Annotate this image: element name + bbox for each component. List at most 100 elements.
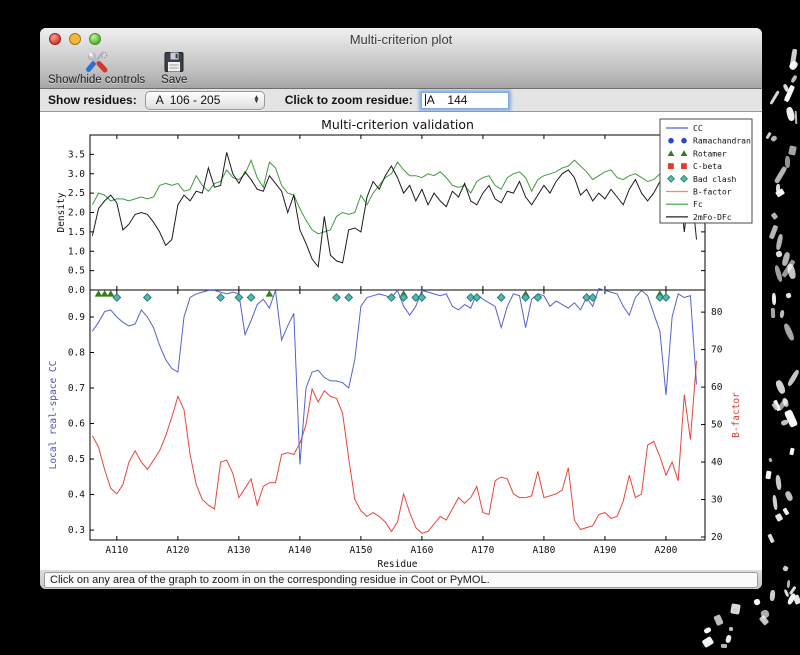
noise-speck <box>770 212 779 221</box>
status-bar: Click on any area of the graph to zoom i… <box>40 569 762 589</box>
traffic-lights <box>49 33 101 45</box>
show-hide-controls-button[interactable]: Show/hide controls <box>48 50 145 86</box>
window-header: Multi-criterion plot Show/hide controls <box>40 28 762 89</box>
controls-row: Show residues: A 106 - 205 ▲ ▼ Click to z… <box>40 89 762 112</box>
noise-speck <box>724 634 733 644</box>
bad-clash-marker <box>496 293 506 302</box>
bad-clash-marker <box>344 293 354 302</box>
bad-clash-marker <box>661 293 671 302</box>
y-tick-label: 2.5 <box>68 188 85 199</box>
x-axis-label: Residue <box>377 559 417 570</box>
window-title: Multi-criterion plot <box>349 31 453 47</box>
bad-clash-marker <box>411 293 421 302</box>
y-tick-label: 0.7 <box>68 383 85 394</box>
noise-speck <box>782 322 796 342</box>
legend-swatch-square <box>668 163 674 169</box>
noise-speck <box>774 513 784 522</box>
noise-speck <box>785 263 796 280</box>
noise-speck <box>771 293 776 306</box>
show-hide-controls-label: Show/hide controls <box>48 74 146 86</box>
bad-clash-marker <box>246 293 256 302</box>
noise-speck <box>788 144 798 156</box>
noise-speck <box>781 564 789 572</box>
cc-axis-label: Local real-space CC <box>48 361 59 470</box>
noise-speck <box>774 250 783 259</box>
noise-speck <box>775 233 784 250</box>
noise-speck <box>786 368 800 387</box>
x-tick-label: A190 <box>593 545 616 556</box>
legend-entry-label: 2mFo-DFc <box>693 213 732 222</box>
plot-click-zoom-area[interactable]: A110 A120 A130 A140 A150 A160 A170 A180 A190 A200… <box>40 112 762 570</box>
x-tick-label: A170 <box>471 545 494 556</box>
noise-speck <box>769 589 776 601</box>
noise-speck <box>770 307 775 318</box>
x-tick-label: A110 <box>105 545 128 556</box>
x-tick-label: A150 <box>349 545 372 556</box>
save-label: Save <box>161 74 188 86</box>
y-tick-label: 1.0 <box>68 246 85 257</box>
bad-clash-marker <box>588 293 598 302</box>
legend-swatch-triangle <box>667 150 675 156</box>
y-tick-label: 40 <box>711 457 723 468</box>
y-tick-label: 50 <box>711 420 723 431</box>
noise-speck <box>703 626 712 634</box>
x-tick-label: A180 <box>532 545 555 556</box>
bad-clash-marker <box>216 293 226 302</box>
noise-speck <box>773 165 788 184</box>
y-tick-label: 3.5 <box>68 149 85 160</box>
bfactor-series-line <box>91 360 697 534</box>
bad-clash-marker <box>533 293 543 302</box>
noise-speck <box>786 579 791 588</box>
close-button[interactable] <box>49 33 61 45</box>
noise-speck <box>774 474 782 491</box>
save-icon <box>164 52 184 72</box>
y-tick-label: 0.9 <box>68 312 85 323</box>
noise-speck <box>768 457 773 463</box>
figure-background <box>40 112 762 570</box>
bad-clash-marker <box>582 293 592 302</box>
show-residues-select[interactable]: A 106 - 205 ▲ ▼ <box>144 90 265 110</box>
save-button[interactable]: Save <box>161 50 187 86</box>
minimize-button[interactable] <box>69 33 81 45</box>
noise-speck <box>765 471 773 480</box>
legend-swatch-dot <box>681 137 687 144</box>
noise-speck <box>769 89 780 105</box>
y-tick-label: 0.3 <box>68 525 85 536</box>
y-tick-label: 60 <box>711 382 723 393</box>
y-tick-label: 70 <box>711 345 723 356</box>
x-tick-label: A140 <box>288 545 311 556</box>
x-tick-label: A160 <box>410 545 433 556</box>
legend-swatch-triangle <box>680 150 688 156</box>
noise-speck <box>784 155 791 168</box>
y-tick-label: 20 <box>711 532 723 543</box>
y-tick-label: 80 <box>711 307 723 318</box>
2mfo-dfc-series-line <box>91 152 697 269</box>
noise-speck <box>785 106 796 122</box>
zoom-residue-input[interactable]: A 144 <box>420 91 509 109</box>
legend-entry-label: Bad clash <box>693 175 737 184</box>
noise-speck <box>790 74 799 84</box>
chart-title: Multi-criterion validation <box>321 117 474 132</box>
rotamer-outlier-marker <box>94 290 103 297</box>
zoom-window-button[interactable] <box>89 33 101 45</box>
zoom-residue-value: A 144 <box>426 93 468 107</box>
y-tick-label: 1.5 <box>68 227 85 238</box>
bad-clash-marker <box>234 293 244 302</box>
stepper-arrows-icon: ▲ ▼ <box>253 94 260 105</box>
show-residues-label: Show residues: <box>48 93 137 107</box>
window-titlebar[interactable]: Multi-criterion plot <box>40 28 762 50</box>
bad-clash-marker <box>417 293 427 302</box>
noise-speck <box>720 644 728 649</box>
noise-speck <box>782 507 790 516</box>
fc-series-line <box>91 157 697 235</box>
legend-entry-label: C-beta <box>693 162 722 171</box>
toolbar: Show/hide controls Save <box>40 50 762 88</box>
bad-clash-marker <box>112 293 122 302</box>
rotamer-outlier-marker <box>106 290 115 297</box>
legend-box <box>659 118 753 224</box>
x-tick-label: A120 <box>166 545 189 556</box>
noise-speck <box>713 614 725 627</box>
noise-speck <box>767 533 775 543</box>
bad-clash-marker <box>472 293 482 302</box>
